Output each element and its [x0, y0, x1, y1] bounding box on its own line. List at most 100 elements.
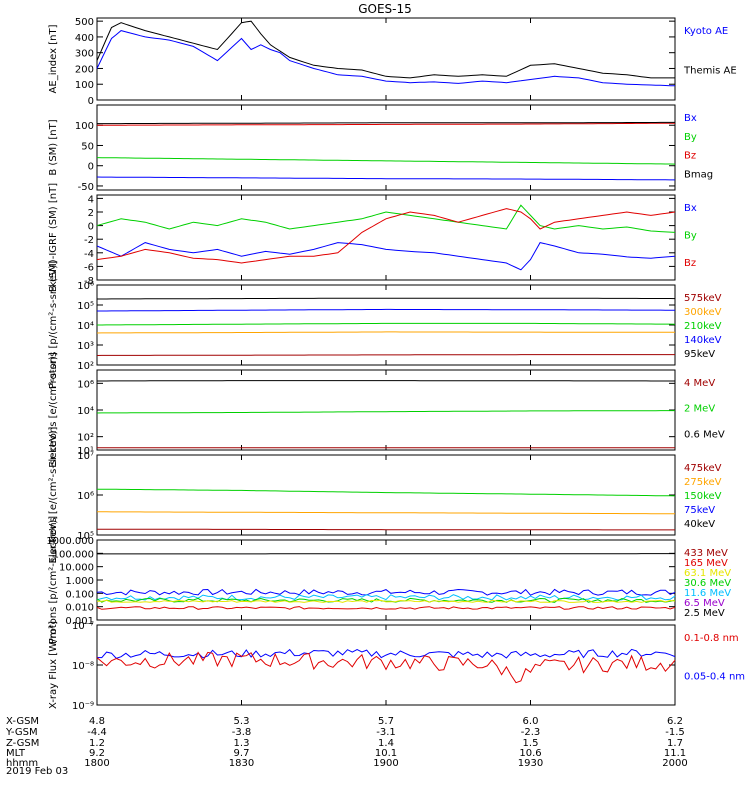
legend-entry: By — [684, 231, 697, 242]
series-line-by — [96, 204, 676, 233]
series-line-bz — [97, 122, 675, 126]
ephemeris-row-label: Y-GSM — [5, 727, 38, 738]
y-tick-label: 500 — [75, 17, 94, 28]
y-tick-label: -4 — [84, 249, 94, 260]
y-tick-label: 1.000 — [65, 576, 94, 587]
y-axis-label: AE_index [nT] — [48, 24, 59, 93]
series-line-63-1-mev — [96, 597, 676, 603]
legend-entry: 150keV — [684, 491, 722, 502]
y-tick-label: 10⁶ — [77, 379, 94, 390]
y-tick-label: -50 — [78, 182, 94, 193]
y-tick-label: 10¹ — [77, 446, 94, 457]
legend-entry: Themis AE — [683, 66, 737, 77]
series-line-575kev — [97, 297, 676, 300]
legend-entry: 433 MeV — [684, 548, 728, 559]
ephemeris-value: 10.1 — [375, 748, 397, 759]
series-line-95kev — [96, 354, 675, 356]
panel-2: -50 0 50 100 B (SM) [nT] Bx By Bz Bmag — [48, 104, 713, 193]
panel-frame — [96, 194, 676, 281]
legend-entry: 95keV — [684, 349, 715, 360]
legend-entry: 63.1 MeV — [684, 568, 731, 579]
y-tick-label: 50 — [81, 141, 94, 152]
panel-3: -8 -6 -4 -2 0 2 4 B (SM)-IGRF (SM) [nT] Bx By Bz — [48, 183, 697, 292]
y-tick-label: 100.000 — [53, 549, 94, 560]
y-tick-label: 10⁵ — [77, 301, 94, 312]
y-tick-label: 10⁻⁸ — [72, 661, 94, 672]
y-tick-label: 10⁵ — [77, 531, 94, 542]
ephemeris-value: 5.7 — [378, 716, 394, 727]
ephemeris-value: 1830 — [229, 758, 254, 769]
ephemeris-value: 1.4 — [378, 738, 394, 749]
y-tick-label: 10² — [77, 433, 94, 444]
y-tick-label: 10⁴ — [77, 321, 94, 332]
series-line-bx — [96, 176, 675, 181]
legend-entry: Kyoto AE — [684, 26, 728, 37]
ephemeris-value: 1.5 — [523, 738, 539, 749]
legend-entry: 140keV — [684, 335, 722, 346]
y-axis-label: Protons [p/(cm²-s-sr-keV)] — [48, 261, 59, 389]
y-tick-label: 4 — [88, 194, 94, 205]
panel-6: 10⁵ 10⁶ 10⁷ Electrons [e/(cm²-s-sr-keV)] 475… — [48, 426, 722, 563]
y-axis-label: X-ray Flux [W/m²] — [48, 621, 59, 709]
legend-entry: Bz — [684, 258, 696, 269]
series-line-300kev — [97, 308, 675, 312]
y-tick-label: 10⁻⁷ — [72, 621, 94, 632]
legend-entry: 165 MeV — [684, 558, 728, 569]
ephemeris-value: 9.2 — [89, 748, 105, 759]
ephemeris-value: 1900 — [373, 758, 398, 769]
legend-entry: 575keV — [684, 293, 722, 304]
series-line-210kev — [97, 322, 676, 326]
panel-8: 10⁻⁹ 10⁻⁸ 10⁻⁷ X-ray Flux [W/m²] 0.1-0.8 nm 0… — [48, 621, 745, 712]
y-tick-label: 10.000 — [59, 563, 94, 574]
series-line-themis-ae — [96, 20, 675, 79]
legend-entry: 75keV — [684, 505, 715, 516]
legend-entry: Bmag — [684, 169, 713, 180]
date-label: 2019 Feb 03 — [6, 766, 68, 777]
ephemeris-value: 6.0 — [523, 716, 539, 727]
legend-entry: 0.1-0.8 nm — [684, 633, 739, 644]
panel-4: 10² 10³ 10⁴ 10⁵ 10⁶ Protons [p/(cm²-s-sr-keV)… — [48, 261, 722, 389]
series-line-6-5-mev — [96, 606, 676, 610]
ephemeris-value: 5.3 — [234, 716, 250, 727]
legend-entry: 0.05-0.4 nm — [684, 672, 745, 683]
legend-entry: 6.5 MeV — [684, 598, 725, 609]
panel-5: 10¹ 10² 10⁴ 10⁶ Electrons [e/(cm²-s-sr)] 4 Me… — [48, 352, 725, 468]
y-tick-label: 300 — [75, 49, 94, 60]
ephemeris-row-label: Z-GSM — [6, 738, 39, 749]
y-axis-label: Electrons [e/(cm²-s-sr)] — [48, 352, 59, 468]
y-tick-label: 100 — [75, 121, 94, 132]
legend-entry: Bx — [684, 203, 697, 214]
y-tick-label: -2 — [84, 235, 94, 246]
ephemeris-value: 11.1 — [664, 748, 686, 759]
y-tick-label: 1000.000 — [46, 536, 94, 547]
y-tick-label: 0.001 — [65, 616, 94, 627]
y-tick-label: 10⁶ — [77, 281, 94, 292]
series-line-165-mev — [97, 599, 676, 603]
series-line-30-6-mev — [96, 594, 676, 601]
legend-entry: 2 MeV — [684, 404, 715, 415]
ephemeris-value: 6.2 — [667, 716, 683, 727]
y-tick-label: 10⁷ — [77, 451, 94, 462]
y-tick-label: 10⁶ — [77, 491, 94, 502]
legend-entry: 30.6 MeV — [684, 578, 731, 589]
y-tick-label: 0 — [88, 222, 94, 233]
legend-entry: 0.6 MeV — [684, 429, 725, 440]
ephemeris-value: 1.3 — [234, 738, 250, 749]
y-tick-label: 10² — [77, 361, 94, 372]
y-tick-label: 10⁴ — [77, 406, 94, 417]
panel-frame — [96, 369, 676, 451]
series-line-by — [96, 157, 676, 165]
y-tick-label: -6 — [84, 262, 94, 273]
y-axis-label: Electrons [e/(cm²-s-sr-keV)] — [48, 426, 59, 563]
ephemeris-value: 1.2 — [89, 738, 105, 749]
series-line-bmag — [97, 121, 675, 125]
legend-entry: 300keV — [684, 307, 722, 318]
series-line-bz — [96, 208, 676, 264]
panel-frame — [96, 17, 676, 101]
ephemeris-value: -3.8 — [232, 727, 252, 738]
ephemeris-value: -4.4 — [87, 727, 107, 738]
panel-7: 0.001 0.010 0.100 1.000 10.000 100.000 1000.00… — [46, 516, 731, 644]
legend-entry: Bz — [684, 151, 696, 162]
legend-entry: By — [684, 132, 697, 143]
